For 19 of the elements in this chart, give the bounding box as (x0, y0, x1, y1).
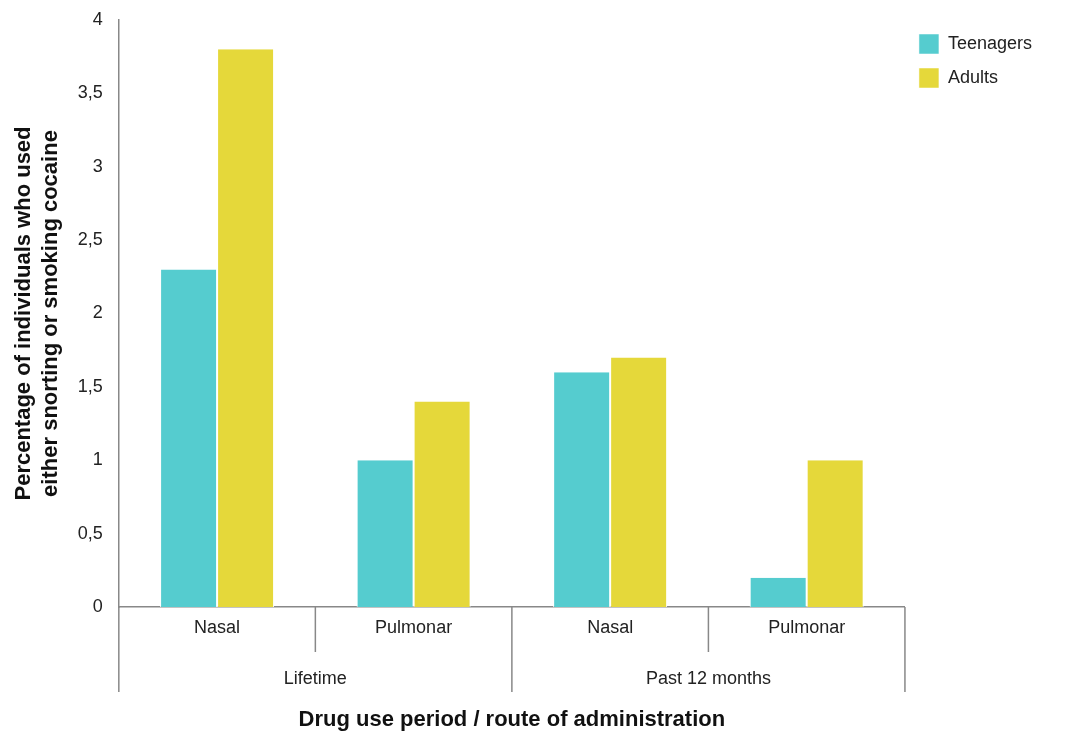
y-tick-label: 1,5 (77, 375, 103, 396)
y-tick-label: 0 (92, 595, 103, 616)
y-tick-label: 2 (92, 302, 103, 323)
x-tick-label: Pulmonar (768, 616, 846, 637)
y-axis-title: Percentage of individuals who used either snorting or smoking cocaine (10, 126, 62, 501)
y-tick-label: 3 (92, 155, 103, 176)
y-tick-label: 4 (92, 8, 103, 29)
x-tick-label: Nasal (587, 616, 634, 637)
x-axis-title: Drug use period / route of administration (298, 705, 726, 731)
y-tick-label: 2,5 (77, 229, 103, 250)
text: Lifetime (283, 667, 347, 688)
x-tick-label: Pulmonar (375, 616, 453, 637)
legend-label: Teenagers (947, 32, 1032, 53)
text: Past 12 months (645, 667, 771, 688)
legend-label: Adults (947, 66, 998, 87)
y-tick-label: 1 (92, 449, 103, 470)
x-tick-label: Nasal (194, 616, 241, 637)
y-tick-label: 3,5 (77, 82, 103, 103)
y-tick-label: 0,5 (77, 522, 103, 543)
